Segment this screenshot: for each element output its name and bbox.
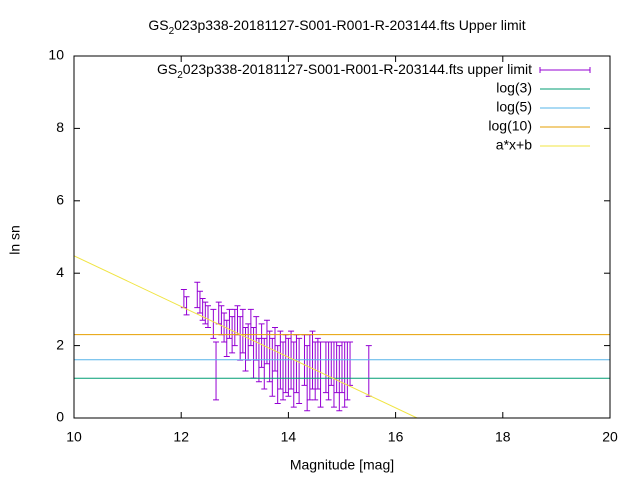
error-bar — [226, 308, 233, 339]
title-subscript: 2 — [169, 26, 175, 37]
y-tick-label: 4 — [56, 264, 64, 280]
error-bar — [231, 308, 238, 347]
error-bar — [282, 334, 289, 394]
error-bar — [322, 341, 329, 394]
error-bar — [245, 323, 252, 361]
error-bar — [330, 341, 337, 408]
error-bar — [266, 330, 273, 383]
error-bar — [242, 327, 249, 372]
error-bar — [341, 341, 348, 408]
error-bar — [210, 308, 217, 339]
error-bar — [333, 341, 340, 394]
error-bar — [280, 341, 287, 401]
error-bar — [296, 337, 303, 405]
legend-label-part: GS — [157, 61, 177, 77]
error-bar — [317, 341, 324, 408]
legend-label-part: 023p338-20181127-S001-R001-R-203144.fts … — [183, 61, 532, 77]
error-bar — [365, 345, 372, 397]
x-tick-label: 14 — [281, 429, 297, 445]
legend-label: a*x+b — [496, 137, 532, 153]
y-tick-label: 2 — [56, 336, 64, 352]
y-tick-label: 8 — [56, 119, 64, 135]
legend-sample — [539, 67, 591, 73]
error-bar — [344, 341, 351, 401]
legend-label-subscript: 2 — [177, 70, 183, 81]
legend-label: log(10) — [488, 118, 532, 134]
line — [74, 255, 418, 418]
error-bar — [325, 341, 332, 401]
error-bar — [347, 341, 354, 386]
legend-label: GS2023p338-20181127-S001-R001-R-203144.f… — [157, 61, 532, 81]
error-bar — [339, 341, 345, 394]
x-tick-label: 10 — [66, 429, 82, 445]
error-bar — [314, 337, 321, 390]
error-bar — [239, 308, 246, 354]
error-bar — [218, 305, 225, 336]
error-bar — [293, 334, 300, 394]
error-bar — [312, 341, 319, 401]
y-tick-label: 6 — [56, 192, 64, 208]
x-tick-label: 20 — [602, 429, 618, 445]
x-tick-label: 18 — [495, 429, 511, 445]
error-bar — [205, 305, 211, 328]
error-bar — [196, 290, 203, 314]
legend-label: log(5) — [496, 99, 532, 115]
x-axis-label: Magnitude [mag] — [290, 457, 394, 473]
error-bar — [285, 337, 292, 397]
error-bar — [234, 305, 241, 336]
series — [74, 255, 418, 418]
error-bar — [263, 319, 270, 365]
x-tick-label: 16 — [388, 429, 404, 445]
x-tick-label: 12 — [173, 429, 189, 445]
chart-title: GS2023p338-20181127-S001-R001-R-203144.f… — [148, 17, 525, 37]
error-bar — [183, 296, 190, 316]
error-bar — [290, 341, 297, 408]
error-bar — [237, 316, 244, 361]
error-bar — [221, 312, 228, 343]
error-bar — [272, 327, 278, 372]
error-bar — [213, 341, 220, 401]
y-tick-label: 0 — [56, 409, 64, 425]
plot-border — [73, 55, 611, 419]
title-part: GS — [148, 17, 168, 33]
error-bar — [269, 337, 276, 397]
title-part: 023p338-20181127-S001-R001-R-203144.fts … — [174, 17, 526, 33]
error-bar — [180, 288, 187, 309]
legend-label: log(3) — [496, 80, 532, 96]
error-bar — [194, 281, 201, 309]
y-axis-label: ln sn — [7, 225, 23, 255]
error-bar — [274, 345, 281, 405]
series — [180, 281, 372, 412]
y-tick-label: 10 — [48, 47, 64, 63]
